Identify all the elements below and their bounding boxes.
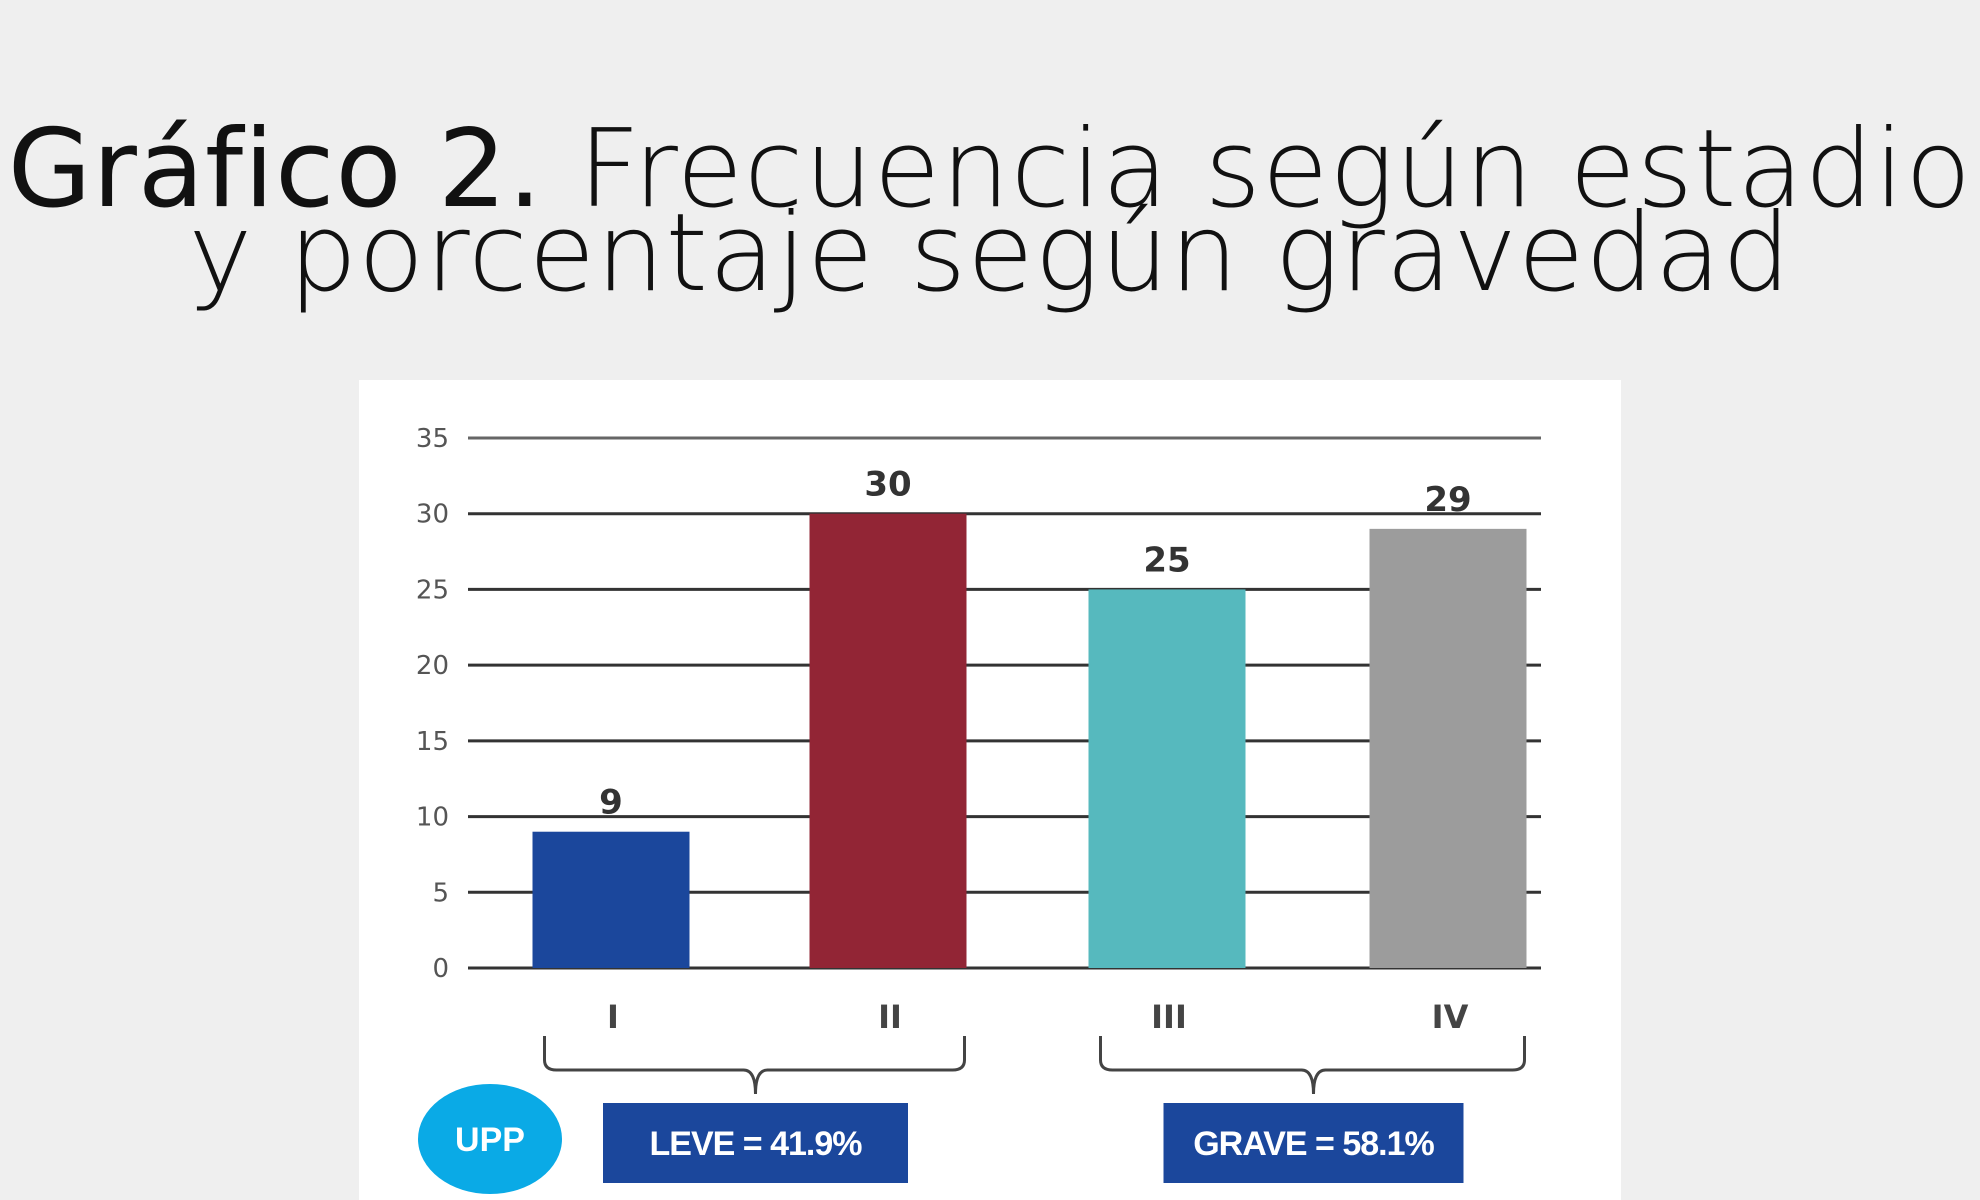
group-label: GRAVE = 58.1%: [1193, 1125, 1434, 1163]
y-tick-label: 35: [416, 424, 449, 454]
group-label: LEVE = 41.9%: [650, 1125, 863, 1163]
bar: [532, 831, 690, 968]
title-line2: y porcentaje según gravedad: [188, 191, 1792, 316]
y-tick-label: 25: [416, 575, 449, 605]
chart-title: Gráfico 2. Frecuencia según estadio y po…: [0, 116, 1980, 308]
upp-badge-label: UPP: [455, 1121, 525, 1159]
group-brace: [543, 1036, 966, 1095]
bar: [809, 513, 967, 968]
upp-badge: [418, 1084, 562, 1194]
y-tick-label: 10: [416, 803, 449, 833]
bar: [1088, 589, 1246, 968]
y-tick-label: 30: [416, 500, 449, 530]
bar-value-label: 29: [1424, 480, 1471, 520]
group-brace: [1099, 1036, 1526, 1095]
x-tick-label: III: [1151, 998, 1187, 1036]
bar-value-label: 30: [864, 465, 911, 505]
title-bold-part: Gráfico 2.: [7, 107, 543, 232]
y-tick-label: 20: [416, 651, 449, 681]
bar-value-label: 25: [1143, 540, 1190, 580]
x-tick-label: I: [607, 998, 619, 1036]
title-line1-rest: Frecuencia según estadio: [542, 107, 1973, 232]
chart-panel: 0 5 10 15 20 25 30 35 9 I 30 II 25 III 29 IV LEVE = 41.9…: [359, 380, 1621, 1200]
group-label-box: [1163, 1103, 1464, 1183]
x-tick-label: IV: [1432, 998, 1469, 1036]
y-tick-label: 5: [432, 878, 449, 908]
y-tick-label: 0: [432, 954, 449, 984]
bar-chart: 0 5 10 15 20 25 30 35 9 I 30 II 25 III 29 IV LEVE = 41.9…: [416, 424, 1541, 1194]
group-label-box: [603, 1103, 908, 1183]
bar: [1369, 528, 1527, 968]
y-tick-label: 15: [416, 727, 449, 757]
x-tick-label: II: [878, 998, 902, 1036]
bar-value-label: 9: [599, 783, 623, 823]
